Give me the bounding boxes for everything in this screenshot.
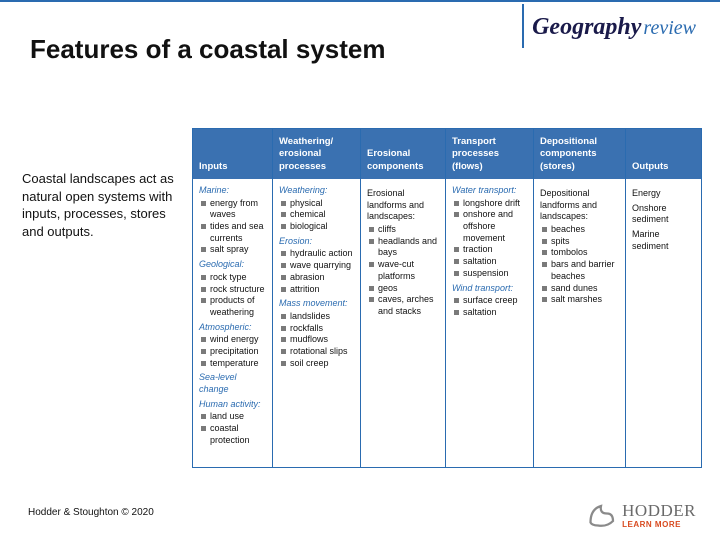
group-label: Human activity: [199, 399, 268, 411]
list-item: attrition [281, 284, 356, 296]
list-item: hydraulic action [281, 248, 356, 260]
group-label: Onshore sediment [632, 203, 697, 226]
list-item: salt marshes [542, 294, 621, 306]
coastal-system-table: InputsMarine:energy from wavestides and … [192, 128, 702, 468]
group-label: Weathering: [279, 185, 356, 197]
publisher-name: HODDER [622, 502, 696, 519]
group-label: Energy [632, 188, 697, 200]
list-item: rock structure [201, 284, 268, 296]
intro-text: Coastal landscapes act as natural open s… [22, 170, 182, 240]
list-item: energy from waves [201, 198, 268, 221]
list-item: mudflows [281, 334, 356, 346]
brand-word-1: Geography [532, 14, 641, 41]
item-list: cliffsheadlands and bayswave-cut platfor… [367, 224, 441, 318]
list-item: saltation [454, 256, 529, 268]
column-body: Energy Onshore sediment Marine sediment [626, 179, 701, 467]
list-item: land use [201, 411, 268, 423]
group-label: Atmospheric: [199, 322, 268, 334]
item-list: land usecoastal protection [199, 411, 268, 446]
list-item: caves, arches and stacks [369, 294, 441, 317]
item-list: wind energyprecipitationtemperature [199, 334, 268, 369]
list-item: spits [542, 236, 621, 248]
column-body: Weathering:physicalchemicalbiological Ero… [273, 179, 360, 467]
brand-logo: Geography review [522, 14, 696, 48]
column-body: Marine:energy from wavestides and sea cu… [193, 179, 272, 467]
hodder-mark-icon [586, 500, 616, 530]
table-column: Depositional components (stores)Depositi… [534, 129, 626, 467]
list-item: beaches [542, 224, 621, 236]
list-item: surface creep [454, 295, 529, 307]
group-label: Water transport: [452, 185, 529, 197]
table-column: Erosional componentsErosional landforms … [361, 129, 446, 467]
group-label: Mass movement: [279, 298, 356, 310]
column-header: Depositional components (stores) [534, 129, 625, 179]
group-label: Erosional landforms and landscapes: [367, 188, 441, 223]
page-title: Features of a coastal system [30, 34, 386, 65]
list-item: coastal protection [201, 423, 268, 446]
item-list: beachesspitstombolosbars and barrier bea… [540, 224, 621, 306]
group-label: Sea-level change [199, 372, 268, 395]
list-item: rockfalls [281, 323, 356, 335]
table-column: InputsMarine:energy from wavestides and … [193, 129, 273, 467]
list-item: landslides [281, 311, 356, 323]
item-list: hydraulic actionwave quarryingabrasionat… [279, 248, 356, 295]
list-item: saltation [454, 307, 529, 319]
list-item: onshore and offshore movement [454, 209, 529, 244]
column-body: Erosional landforms and landscapes:cliff… [361, 179, 445, 467]
list-item: chemical [281, 209, 356, 221]
item-list: physicalchemicalbiological [279, 198, 356, 233]
column-body: Water transport:longshore driftonshore a… [446, 179, 533, 467]
list-item: wave quarrying [281, 260, 356, 272]
item-list: longshore driftonshore and offshore move… [452, 198, 529, 280]
list-item: headlands and bays [369, 236, 441, 259]
brand-divider [522, 4, 524, 48]
list-item: longshore drift [454, 198, 529, 210]
list-item: soil creep [281, 358, 356, 370]
item-list: energy from wavestides and sea currentss… [199, 198, 268, 256]
copyright: Hodder & Stoughton © 2020 [28, 507, 154, 518]
list-item: rotational slips [281, 346, 356, 358]
list-item: salt spray [201, 244, 268, 256]
list-item: precipitation [201, 346, 268, 358]
column-header: Outputs [626, 129, 701, 179]
publisher-logo: HODDER LEARN MORE [586, 500, 696, 530]
list-item: traction [454, 244, 529, 256]
list-item: sand dunes [542, 283, 621, 295]
item-list: rock typerock structureproducts of weath… [199, 272, 268, 319]
list-item: abrasion [281, 272, 356, 284]
list-item: physical [281, 198, 356, 210]
column-body: Depositional landforms and landscapes:be… [534, 179, 625, 467]
list-item: tombolos [542, 247, 621, 259]
group-label: Marine: [199, 185, 268, 197]
publisher-tagline: LEARN MORE [622, 521, 696, 529]
list-item: rock type [201, 272, 268, 284]
list-item: geos [369, 283, 441, 295]
list-item: temperature [201, 358, 268, 370]
item-list: surface creepsaltation [452, 295, 529, 318]
group-label: Erosion: [279, 236, 356, 248]
column-header: Inputs [193, 129, 272, 179]
group-label: Marine sediment [632, 229, 697, 252]
list-item: biological [281, 221, 356, 233]
top-rule [0, 0, 720, 2]
group-label: Geological: [199, 259, 268, 271]
brand-word-2: review [643, 17, 696, 40]
list-item: products of weathering [201, 295, 268, 318]
group-label: Depositional landforms and landscapes: [540, 188, 621, 223]
list-item: bars and barrier beaches [542, 259, 621, 282]
list-item: suspension [454, 268, 529, 280]
table-column: Transport processes (flows)Water transpo… [446, 129, 534, 467]
list-item: tides and sea currents [201, 221, 268, 244]
item-list: landslidesrockfallsmudflowsrotational sl… [279, 311, 356, 369]
list-item: cliffs [369, 224, 441, 236]
table-column: Outputs Energy Onshore sediment Marine sedi… [626, 129, 702, 467]
column-header: Weathering/ erosional processes [273, 129, 360, 179]
table-column: Weathering/ erosional processesWeatherin… [273, 129, 361, 467]
list-item: wave-cut platforms [369, 259, 441, 282]
group-label: Wind transport: [452, 283, 529, 295]
column-header: Transport processes (flows) [446, 129, 533, 179]
column-header: Erosional components [361, 129, 445, 179]
list-item: wind energy [201, 334, 268, 346]
